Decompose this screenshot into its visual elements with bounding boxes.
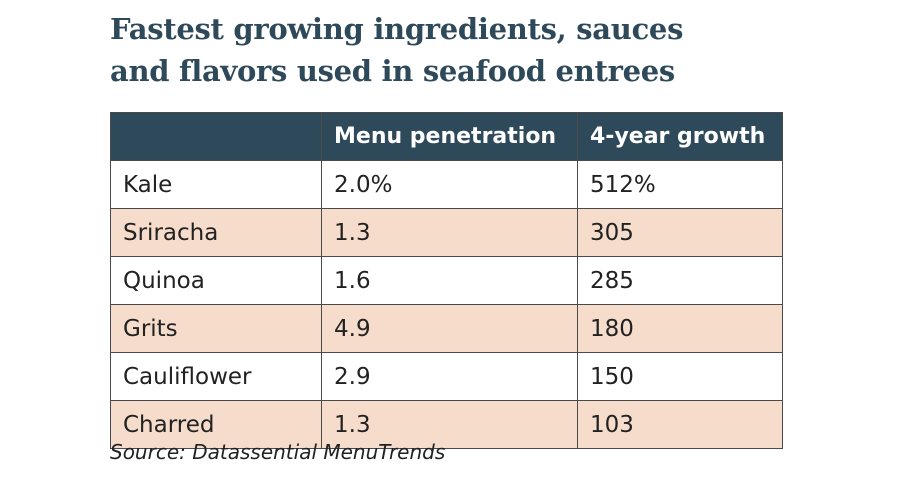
table: Menu penetration 4-year growth Kale 2.0% 51… xyxy=(110,112,783,449)
title-line: Fastest growing ingredients, sauces xyxy=(110,12,684,46)
table-cell: 103 xyxy=(577,400,783,449)
table-cell: 2.0% xyxy=(321,160,578,209)
header-cell: 4-year growth xyxy=(577,112,783,161)
title-line: and flavors used in seafood entrees xyxy=(110,54,675,88)
header-cell xyxy=(110,112,322,161)
table-cell: Grits xyxy=(110,304,322,353)
table-cell: Quinoa xyxy=(110,256,322,305)
table-cell: 4.9 xyxy=(321,304,578,353)
table-cell: 150 xyxy=(577,352,783,401)
table-row: Quinoa 1.6 285 xyxy=(110,256,783,305)
header-cell: Menu penetration xyxy=(321,112,578,161)
table-cell: Kale xyxy=(110,160,322,209)
table-cell: 305 xyxy=(577,208,783,257)
table-cell: 1.3 xyxy=(321,400,578,449)
table-row: Grits 4.9 180 xyxy=(110,304,783,353)
table-cell: 512% xyxy=(577,160,783,209)
source: Source: Datassential MenuTrends xyxy=(110,440,446,464)
table-row: Cauliflower 2.9 150 xyxy=(110,352,783,401)
table-row: Charred 1.3 103 xyxy=(110,400,783,449)
header-row: Menu penetration 4-year growth xyxy=(110,112,783,161)
table-row: Kale 2.0% 512% xyxy=(110,160,783,209)
table-row: Sriracha 1.3 305 xyxy=(110,208,783,257)
table-body: Kale 2.0% 512% Sriracha 1.3 305 Quinoa 1.6 285 Gr… xyxy=(110,160,783,449)
table-cell: Sriracha xyxy=(110,208,322,257)
table-cell: Charred xyxy=(110,400,322,449)
table-cell: 1.6 xyxy=(321,256,578,305)
title: Fastest growing ingredients, sauces and … xyxy=(110,8,683,92)
table-cell: 180 xyxy=(577,304,783,353)
table-cell: 2.9 xyxy=(321,352,578,401)
table-cell: 285 xyxy=(577,256,783,305)
table-cell: Cauliflower xyxy=(110,352,322,401)
table-cell: 1.3 xyxy=(321,208,578,257)
